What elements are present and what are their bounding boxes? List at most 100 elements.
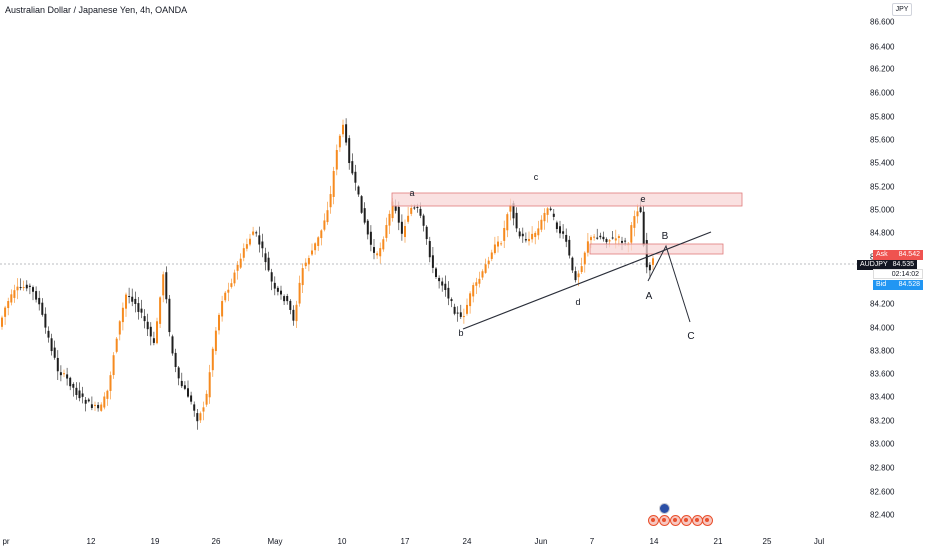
resistance-zone-upper[interactable] <box>391 192 743 207</box>
time-axis-label: 12 <box>86 537 96 546</box>
candle-body <box>438 277 441 282</box>
candle-body <box>121 307 124 323</box>
timer-value: 02:14:02 <box>891 271 919 278</box>
candle-body <box>63 373 65 375</box>
candle-body <box>149 326 152 337</box>
candle-body <box>379 248 382 257</box>
time-axis[interactable]: pr 12 19 26 May 10 17 24 Jun 7 14 21 25 Jul <box>0 533 932 550</box>
candle-body <box>66 374 69 379</box>
candle-body <box>298 282 301 304</box>
candle-body <box>267 257 270 271</box>
wave-label-b: b <box>458 328 463 338</box>
ascending-trend-line[interactable] <box>462 231 712 330</box>
candle-body <box>559 226 561 234</box>
candle-body <box>450 299 453 302</box>
candle-body <box>447 287 450 299</box>
candle-body <box>506 214 509 231</box>
calendar-event-icon[interactable] <box>659 515 670 526</box>
candle-body <box>593 236 596 238</box>
time-axis-label: 14 <box>649 537 659 546</box>
calendar-event-icon[interactable] <box>648 515 659 526</box>
candle-body <box>459 312 462 317</box>
candle-body <box>75 387 78 395</box>
candle-body <box>385 225 388 238</box>
candle-body <box>13 290 16 298</box>
calendar-event-icon[interactable] <box>681 515 692 526</box>
candle-body <box>586 241 589 253</box>
candle-body <box>59 372 62 376</box>
candle-body <box>280 290 282 295</box>
candle-body <box>292 309 295 321</box>
candle-body <box>146 321 149 330</box>
candle-body <box>171 336 174 354</box>
calendar-event-icon[interactable] <box>670 515 681 526</box>
candle-body <box>351 161 354 174</box>
candle-body <box>286 295 289 302</box>
candle-body <box>264 253 267 263</box>
candle-body <box>143 316 146 322</box>
candle-body <box>140 308 143 313</box>
candle-body <box>301 268 304 286</box>
price-chart[interactable]: a b c d e A B C <box>0 0 862 533</box>
candle-body <box>543 212 546 222</box>
candle-body <box>546 208 549 215</box>
time-axis-label: 17 <box>400 537 410 546</box>
candle-body <box>555 222 558 230</box>
candle-body <box>168 298 171 333</box>
candle-body <box>97 404 100 409</box>
abc-projection-path[interactable] <box>647 244 691 323</box>
price-axis-label: 85.400 <box>870 158 895 168</box>
candle-body <box>342 124 344 135</box>
candle-body <box>373 247 375 253</box>
candle-body <box>348 138 351 164</box>
candle-body <box>227 289 230 293</box>
candle-body <box>289 300 292 310</box>
candle-body <box>307 258 310 265</box>
candle-body <box>211 348 214 371</box>
symbol-price-tag: AUDJPY 84.535 <box>857 260 917 270</box>
candle-body <box>245 244 248 249</box>
time-axis-label: 10 <box>337 537 347 546</box>
candle-body <box>605 239 608 243</box>
calendar-event-icon[interactable] <box>702 515 713 526</box>
candle-body <box>354 171 357 183</box>
candle-body <box>630 225 633 243</box>
time-axis-label: 25 <box>762 537 772 546</box>
candle-body <box>611 237 614 239</box>
ask-value: 84.542 <box>898 251 920 258</box>
candle-body <box>382 239 385 250</box>
currency-badge[interactable]: JPY <box>892 3 912 16</box>
candle-body <box>87 399 90 402</box>
wave-label-B: B <box>662 231 669 242</box>
candle-body <box>490 252 493 259</box>
candle-body <box>648 264 651 271</box>
ask-price-tag: Ask 84.542 <box>873 250 923 260</box>
resistance-zone-lower[interactable] <box>589 243 724 255</box>
candle-body <box>487 260 490 265</box>
candle-body <box>639 207 642 213</box>
australia-flag-icon[interactable] <box>659 503 670 514</box>
chart-area[interactable]: a b c d e A B C Australian Dollar / Japa… <box>0 0 862 533</box>
candle-body <box>131 296 134 302</box>
candle-body <box>425 226 428 240</box>
candle-body <box>44 313 47 328</box>
candle-body <box>193 404 196 411</box>
candle-body <box>255 232 258 234</box>
price-axis-label: 83.800 <box>870 346 895 356</box>
time-axis-label: 24 <box>462 537 472 546</box>
candle-body <box>621 240 623 243</box>
price-axis-label: 83.200 <box>870 416 895 426</box>
candle-body <box>528 238 530 242</box>
price-axis[interactable]: JPY 86.600 86.400 86.200 86.000 85.800 85.600… <box>857 0 932 533</box>
candle-body <box>481 271 484 278</box>
candle-body <box>109 375 112 391</box>
candle-body <box>239 258 242 268</box>
candle-body <box>366 220 369 235</box>
candle-body <box>180 380 183 387</box>
candle-body <box>100 404 103 411</box>
candle-body <box>53 347 56 358</box>
candle-body <box>249 238 251 245</box>
price-axis-label: 85.000 <box>870 205 895 215</box>
price-axis-label: 86.200 <box>870 64 895 74</box>
time-axis-label: Jun <box>534 537 548 546</box>
